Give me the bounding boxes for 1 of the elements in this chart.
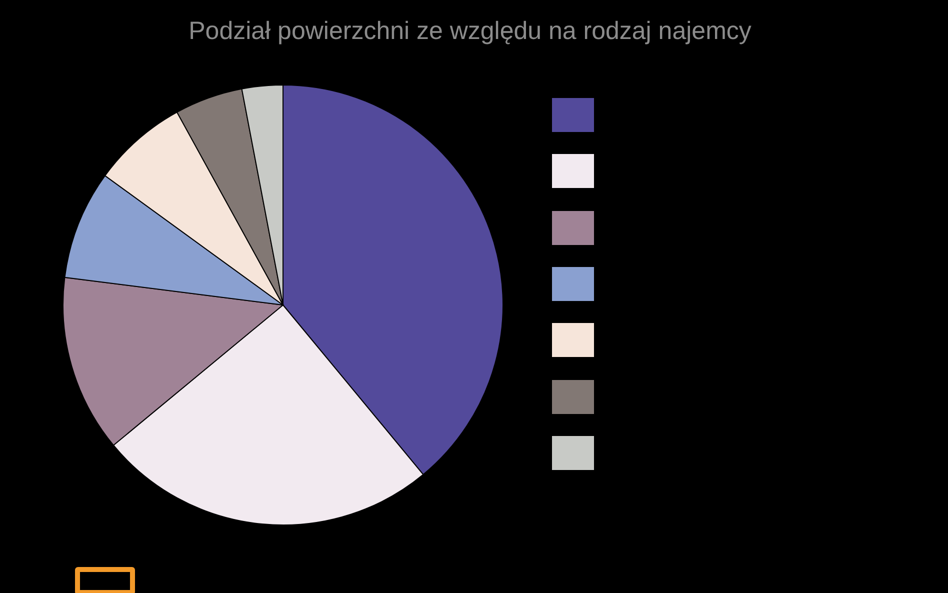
chart-title: Podział powierzchni ze względu na rodzaj najemcy <box>188 17 752 45</box>
